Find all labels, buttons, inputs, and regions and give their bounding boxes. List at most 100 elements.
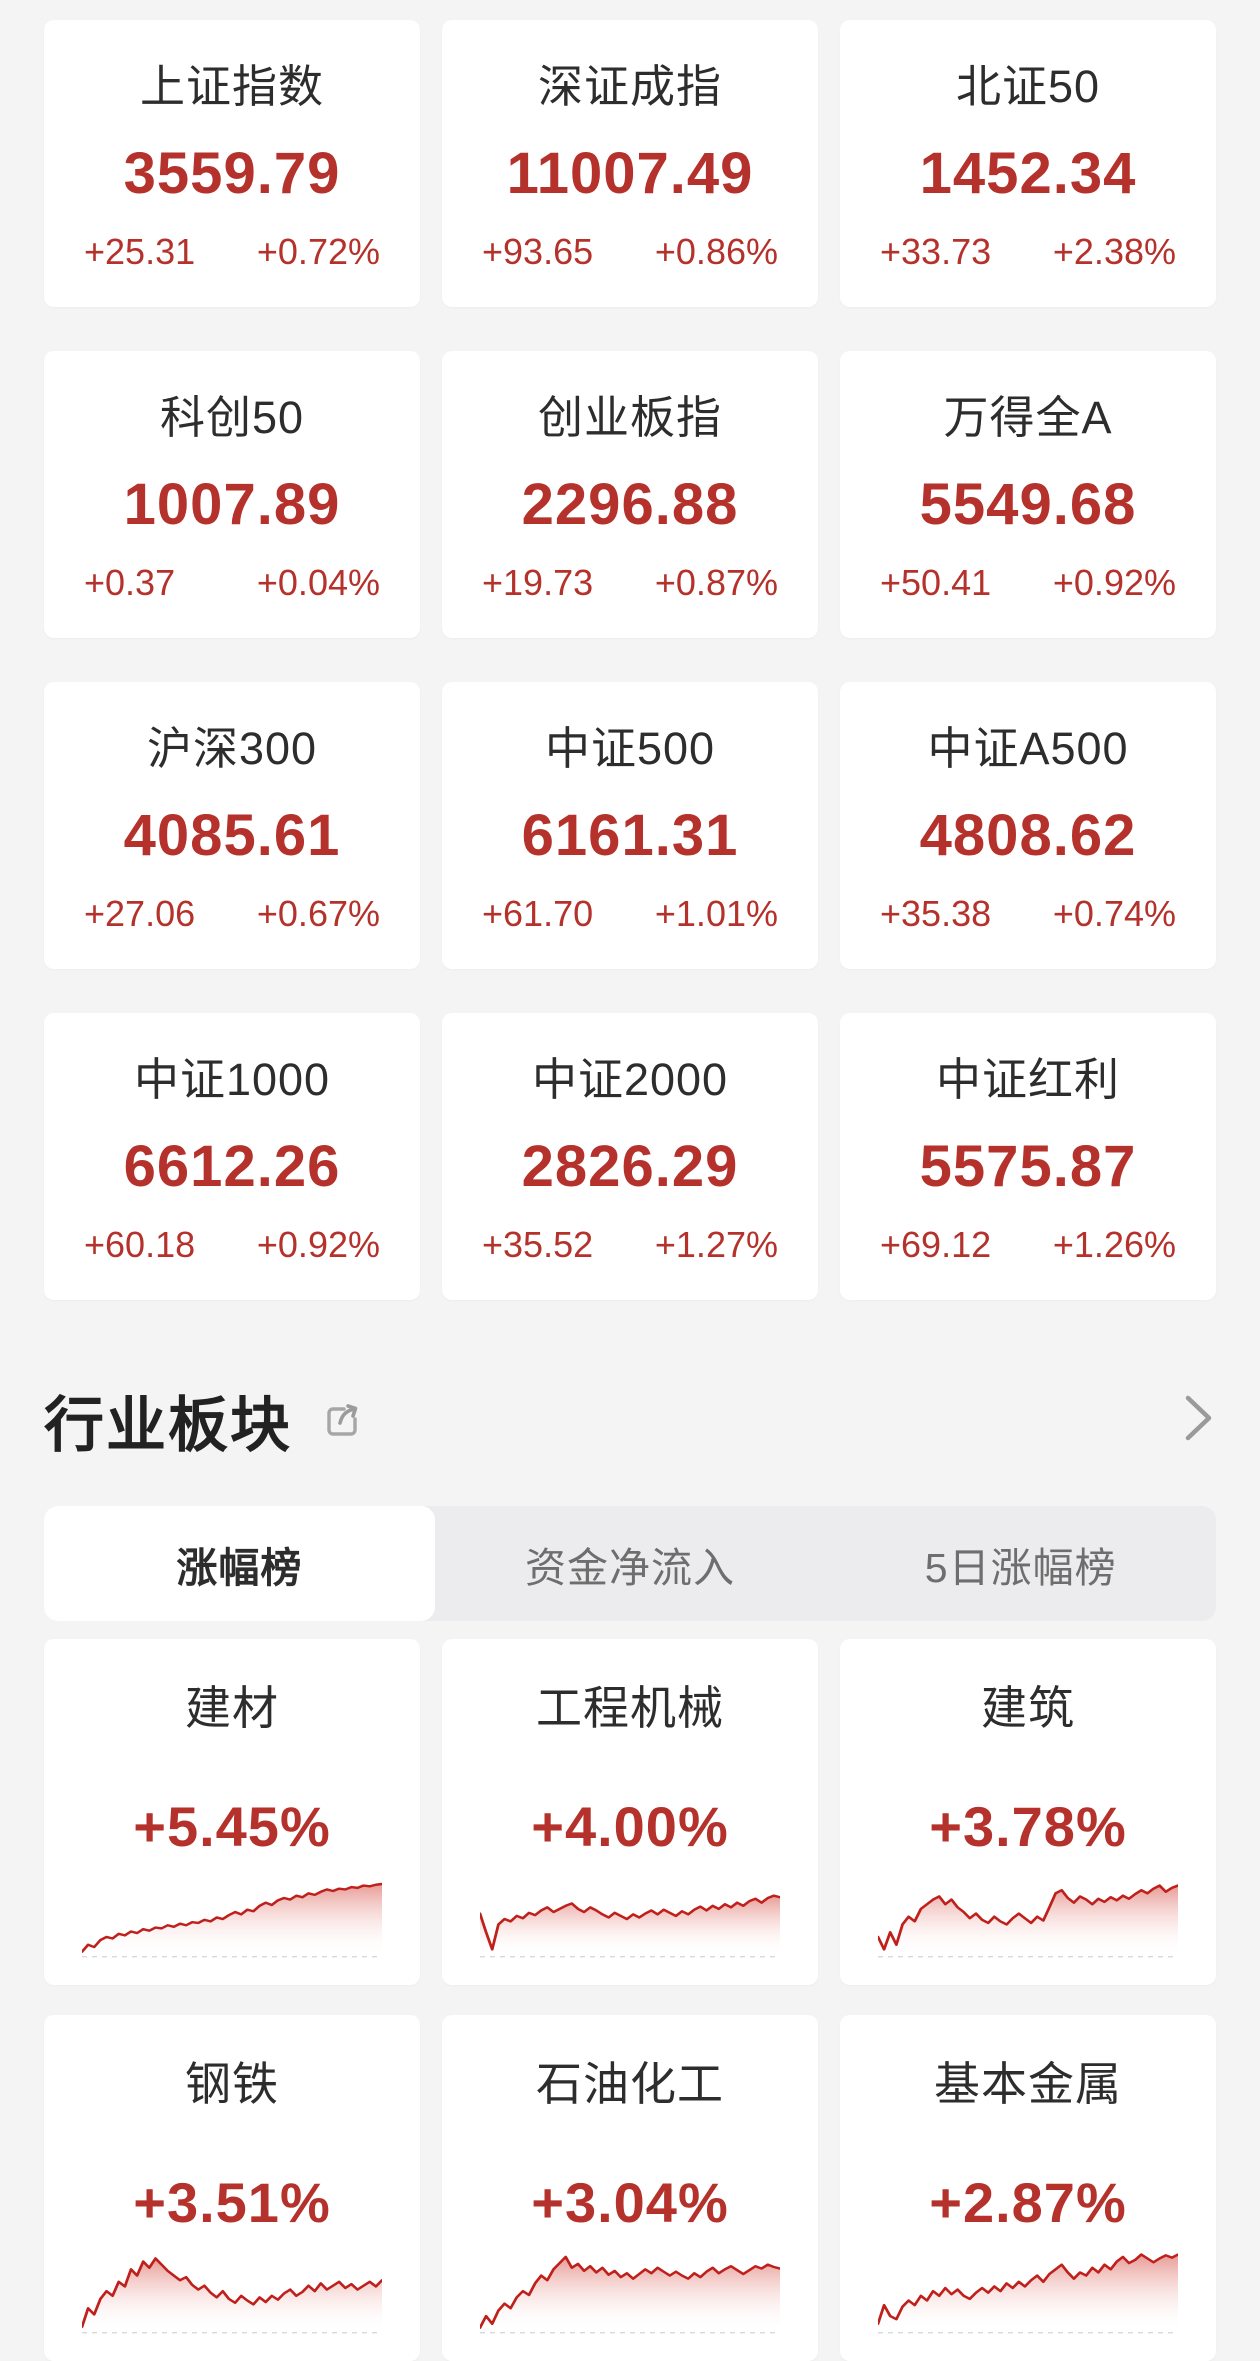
- sector-name: 基本金属: [934, 2058, 1122, 2110]
- sector-sparkline-chart: [82, 2257, 382, 2334]
- sector-change-pct: +3.51%: [133, 2171, 331, 2234]
- index-value: 5549.68: [919, 471, 1137, 537]
- tab-label: 资金净流入: [525, 1544, 735, 1591]
- index-card-wind-all-a[interactable]: 万得全A 5549.68 +50.41 +0.92%: [840, 351, 1216, 638]
- index-change-row: +69.12 +1.26%: [870, 1224, 1186, 1266]
- index-change: +60.18: [84, 1224, 196, 1265]
- index-card-zhongzhengA500[interactable]: 中证A500 4808.62 +35.38 +0.74%: [840, 682, 1216, 969]
- index-card-zhongzheng2000[interactable]: 中证2000 2826.29 +35.52 +1.27%: [442, 1013, 818, 1300]
- index-card-chuangyeban[interactable]: 创业板指 2296.88 +19.73 +0.87%: [442, 351, 818, 638]
- index-change-row: +35.52 +1.27%: [472, 1224, 788, 1266]
- index-card-shanghai[interactable]: 上证指数 3559.79 +25.31 +0.72%: [44, 20, 420, 307]
- tab-label: 涨幅榜: [176, 1544, 303, 1591]
- index-name: 万得全A: [943, 392, 1113, 443]
- index-change-pct: +0.86%: [654, 231, 778, 272]
- index-change: +0.37: [84, 562, 176, 603]
- index-change-pct: +2.38%: [1052, 231, 1176, 272]
- index-name: 沪深300: [146, 723, 318, 774]
- index-change-pct: +0.04%: [256, 562, 380, 603]
- index-name: 北证50: [955, 61, 1101, 112]
- index-value: 4085.61: [123, 802, 341, 868]
- sector-change-pct: +2.87%: [929, 2171, 1127, 2234]
- index-change-pct: +0.72%: [256, 231, 380, 272]
- tab-net-inflow[interactable]: 资金净流入: [435, 1506, 826, 1621]
- index-value: 4808.62: [919, 802, 1137, 868]
- sector-card-construction-machinery[interactable]: 工程机械 +4.00%: [442, 1639, 818, 1985]
- index-change-pct: +0.92%: [1052, 562, 1176, 603]
- index-change-pct: +1.01%: [654, 893, 778, 934]
- sector-card-petrochemical[interactable]: 石油化工 +3.04%: [442, 2015, 818, 2361]
- index-change-row: +60.18 +0.92%: [74, 1224, 390, 1266]
- index-value: 1007.89: [123, 471, 341, 537]
- index-change-row: +0.37 +0.04%: [74, 562, 390, 604]
- sector-card-base-metals[interactable]: 基本金属 +2.87%: [840, 2015, 1216, 2361]
- index-change: +19.73: [482, 562, 594, 603]
- index-change: +35.38: [880, 893, 992, 934]
- index-card-hushen300[interactable]: 沪深300 4085.61 +27.06 +0.67%: [44, 682, 420, 969]
- index-card-zhongzheng-hongli[interactable]: 中证红利 5575.87 +69.12 +1.26%: [840, 1013, 1216, 1300]
- index-change: +33.73: [880, 231, 992, 272]
- index-card-zhongzheng500[interactable]: 中证500 6161.31 +61.70 +1.01%: [442, 682, 818, 969]
- index-change: +50.41: [880, 562, 992, 603]
- sector-name: 工程机械: [536, 1682, 724, 1734]
- sector-grid: 建材 +5.45% 工程机械 +4.00% 建筑 +3.78% 钢铁 +3.51…: [44, 1639, 1216, 2361]
- index-change-row: +27.06 +0.67%: [74, 893, 390, 935]
- index-name: 中证红利: [935, 1054, 1120, 1105]
- sector-card-steel[interactable]: 钢铁 +3.51%: [44, 2015, 420, 2361]
- index-value: 3559.79: [123, 140, 341, 206]
- index-card-shenzhen[interactable]: 深证成指 11007.49 +93.65 +0.86%: [442, 20, 818, 307]
- sector-card-building-materials[interactable]: 建材 +5.45%: [44, 1639, 420, 1985]
- index-change-pct: +0.92%: [256, 1224, 380, 1265]
- sector-card-construction[interactable]: 建筑 +3.78%: [840, 1639, 1216, 1985]
- index-change-row: +19.73 +0.87%: [472, 562, 788, 604]
- index-value: 1452.34: [919, 140, 1137, 206]
- sector-sparkline-chart: [82, 1882, 382, 1958]
- sector-change-pct: +4.00%: [531, 1795, 729, 1858]
- index-change-row: +50.41 +0.92%: [870, 562, 1186, 604]
- index-name: 中证500: [544, 723, 716, 774]
- sector-tabbar: 涨幅榜 资金净流入 5日涨幅榜: [44, 1506, 1216, 1621]
- sector-name: 钢铁: [185, 2058, 279, 2110]
- index-name: 创业板指: [537, 392, 722, 443]
- index-change-row: +33.73 +2.38%: [870, 231, 1186, 273]
- index-change-pct: +1.27%: [654, 1224, 778, 1265]
- index-name: 科创50: [159, 392, 305, 443]
- index-value: 2826.29: [521, 1133, 739, 1199]
- index-change-row: +61.70 +1.01%: [472, 893, 788, 935]
- index-name: 上证指数: [139, 61, 324, 112]
- index-change-pct: +0.87%: [654, 562, 778, 603]
- sector-sparkline-chart: [878, 1884, 1178, 1958]
- index-value: 6161.31: [521, 802, 739, 868]
- sector-change-pct: +3.78%: [929, 1795, 1127, 1858]
- share-icon[interactable]: [318, 1397, 366, 1450]
- index-card-beizheng50[interactable]: 北证50 1452.34 +33.73 +2.38%: [840, 20, 1216, 307]
- tab-gainers[interactable]: 涨幅榜: [44, 1506, 435, 1621]
- index-change-row: +35.38 +0.74%: [870, 893, 1186, 935]
- index-change: +27.06: [84, 893, 196, 934]
- index-name: 中证2000: [531, 1054, 729, 1105]
- section-title: 行业板块: [44, 1391, 292, 1459]
- index-change: +61.70: [482, 893, 594, 934]
- index-change-pct: +1.26%: [1052, 1224, 1176, 1265]
- index-change: +69.12: [880, 1224, 992, 1265]
- index-value: 6612.26: [123, 1133, 341, 1199]
- sector-sparkline-chart: [480, 2255, 780, 2334]
- sector-name: 建材: [185, 1682, 279, 1734]
- index-change: +93.65: [482, 231, 594, 272]
- index-value: 5575.87: [919, 1133, 1137, 1199]
- index-name: 中证1000: [133, 1054, 331, 1105]
- sector-sparkline-chart: [878, 2253, 1178, 2334]
- sector-change-pct: +3.04%: [531, 2171, 729, 2234]
- index-change-pct: +0.67%: [256, 893, 380, 934]
- index-card-kechuang50[interactable]: 科创50 1007.89 +0.37 +0.04%: [44, 351, 420, 638]
- tab-5day-gainers[interactable]: 5日涨幅榜: [825, 1506, 1216, 1621]
- index-change: +35.52: [482, 1224, 594, 1265]
- chevron-right-icon[interactable]: [1182, 1388, 1216, 1453]
- index-value: 11007.49: [506, 140, 754, 206]
- index-card-zhongzheng1000[interactable]: 中证1000 6612.26 +60.18 +0.92%: [44, 1013, 420, 1300]
- tab-label: 5日涨幅榜: [924, 1544, 1117, 1591]
- sector-section-header: 行业板块: [44, 1386, 1216, 1459]
- index-grid: 上证指数 3559.79 +25.31 +0.72% 深证成指 11007.49…: [44, 20, 1216, 1300]
- index-change-pct: +0.74%: [1052, 893, 1176, 934]
